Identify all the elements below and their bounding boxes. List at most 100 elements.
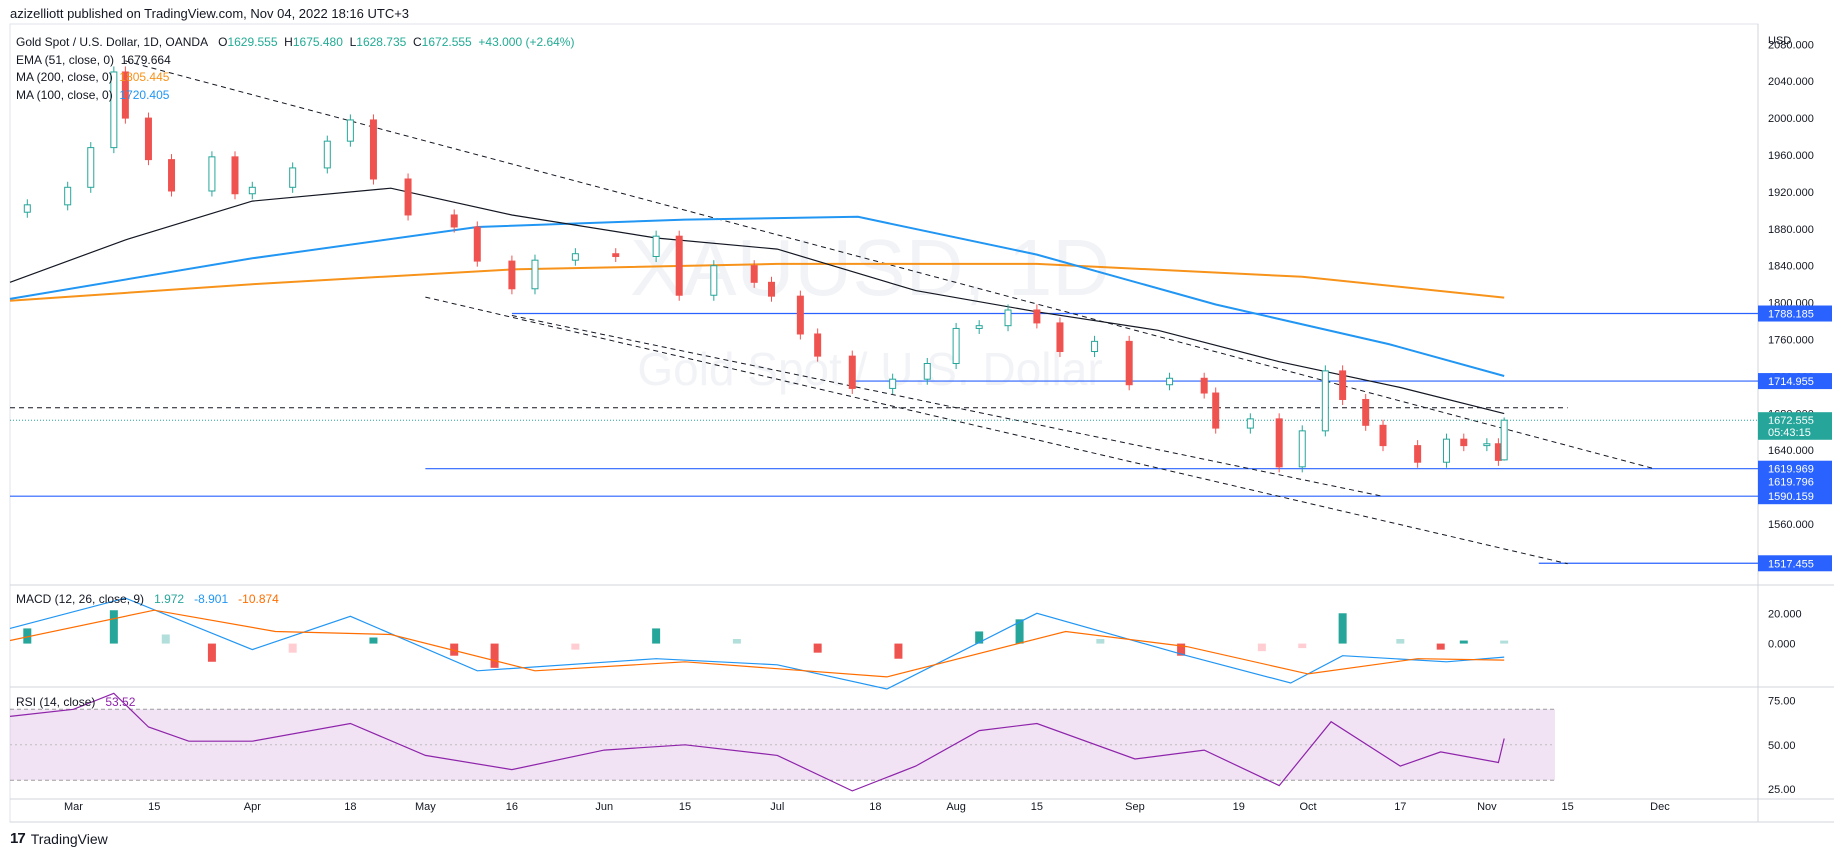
change-value: +43.000 (+2.64%) (478, 35, 575, 49)
time-tick-label: 15 (679, 801, 691, 813)
trend-line (511, 315, 1384, 497)
candle-body (952, 327, 960, 365)
candle-body (323, 140, 331, 169)
candle-body (1483, 443, 1491, 447)
candle-body (1379, 424, 1387, 447)
time-tick-label: Sep (1125, 801, 1145, 813)
candle-body (87, 147, 95, 188)
macd-histogram-bar (1298, 643, 1307, 649)
publisher-line: azizelliott published on TradingView.com… (10, 6, 410, 21)
candle-body (289, 167, 297, 188)
price-tick-label: 1560.000 (1768, 519, 1814, 531)
candle-body (144, 117, 152, 161)
footer-brand[interactable]: 17 TradingView (10, 830, 108, 847)
ma200-label: MA (200, close, 0) (16, 70, 113, 84)
candle-body (1500, 419, 1508, 461)
price-tick-label: 2000.000 (1768, 113, 1814, 125)
rsi-label: RSI (14, close) (16, 695, 96, 709)
level-price-tag (1758, 460, 1832, 477)
ema51-line (9, 187, 1505, 415)
candle-body (1246, 418, 1254, 429)
ema-value: 1679.664 (120, 52, 171, 67)
macd-histogram-bar (571, 643, 580, 650)
time-tick-label: 15 (1031, 801, 1043, 813)
macd-label: MACD (12, 26, close, 9) (16, 592, 145, 606)
price-tick-label: 1760.000 (1768, 335, 1814, 347)
macd-histogram-bar (207, 643, 216, 662)
time-tick-label: Mar (64, 801, 83, 813)
rsi-line (9, 692, 1505, 792)
candle-body (1200, 377, 1208, 394)
price-tick-label: 1920.000 (1768, 187, 1814, 199)
rsi-legend[interactable]: RSI (14, close) 53.52 (16, 695, 135, 709)
candle-body (710, 265, 718, 296)
price-tick-label: 1880.000 (1768, 224, 1814, 236)
ma100-label: MA (100, close, 0) (16, 87, 113, 102)
time-tick-label: 17 (1394, 801, 1406, 813)
candle-body (369, 119, 377, 180)
candle-body (1091, 340, 1099, 353)
macd-pane (9, 597, 1509, 690)
macd-legend[interactable]: MACD (12, 26, close, 9) 1.972 -8.901 -10… (16, 592, 279, 606)
macd-hist-value: 1.972 (154, 592, 185, 606)
macd-histogram-bar (813, 643, 822, 653)
candle-body (975, 325, 983, 329)
macd-histogram-bar (1096, 639, 1105, 644)
time-tick-label: Jun (595, 801, 613, 813)
macd-histogram-bar (732, 639, 741, 644)
ohlc-row: Gold Spot / U.S. Dollar, 1D, OANDA O1629… (16, 34, 574, 52)
macd-line (9, 597, 1505, 690)
candle-body (208, 156, 216, 192)
macd-histogram-bar (1396, 639, 1405, 644)
price-tick-label: 1960.000 (1768, 150, 1814, 162)
candle-body (675, 235, 683, 296)
watermark-symbol: XAUUSD, 1D (630, 223, 1110, 312)
candle-body (768, 281, 776, 297)
level-price-tag (1758, 555, 1832, 572)
candle-body (848, 355, 856, 389)
pane-borders (9, 23, 1834, 823)
macd-histogram-bar (975, 631, 984, 644)
candle-body (1414, 445, 1422, 463)
candle-body (346, 119, 354, 142)
ema-row[interactable]: EMA (51, close, 0) 1679.664 (16, 52, 574, 70)
candle-body (1494, 443, 1502, 461)
macd-histogram-bar (1177, 643, 1186, 656)
level-price-tag (1758, 373, 1832, 390)
low-value: 1628.735 (356, 35, 407, 49)
ma100-row[interactable]: MA (100, close, 0) 1720.405 (16, 87, 574, 105)
candle-body (923, 363, 931, 380)
close-value: 1672.555 (421, 35, 472, 49)
price-tick-label: 1640.000 (1768, 445, 1814, 457)
current-price-label: 1619.796 (1768, 477, 1814, 489)
level-price-label: 1714.955 (1768, 376, 1814, 388)
candle-body (1362, 398, 1370, 426)
price-tick-label: 2040.000 (1768, 76, 1814, 88)
candle-body (1056, 322, 1064, 353)
price-axis-unit: USD (1768, 35, 1791, 47)
low-label: L (349, 35, 357, 49)
macd-histogram-bar (450, 643, 459, 656)
horizontal-levels (10, 312, 1758, 564)
rsi-tick-label: 25.00 (1768, 784, 1796, 796)
time-tick-label: Apr (244, 801, 261, 813)
candle-body (1033, 309, 1041, 324)
time-tick-label: 16 (506, 801, 518, 813)
candle-body (110, 71, 118, 149)
watermark-layer: XAUUSD, 1D Gold Spot / U.S. Dollar (630, 223, 1110, 395)
chart-frame (9, 23, 1759, 823)
high-label: H (284, 35, 293, 49)
macd-histogram-bar (161, 634, 170, 644)
macd-histogram-bar (652, 628, 661, 644)
trend-lines (10, 60, 1758, 565)
time-tick-label: May (415, 801, 436, 813)
candle-body (121, 71, 129, 119)
level-price-label: 1788.185 (1768, 309, 1814, 321)
ma200-row[interactable]: MA (200, close, 0) 1805.445 (16, 69, 574, 87)
tradingview-logo-icon: 17 (10, 830, 26, 847)
price-labels: 1788.185 1714.955 1619.969 1590.159 1517.455… (1758, 305, 1832, 572)
time-tick-label: Dec (1650, 801, 1670, 813)
candle-body (571, 253, 579, 261)
